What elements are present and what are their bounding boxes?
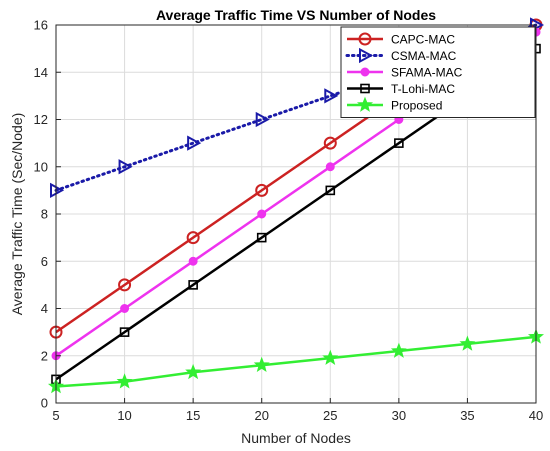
- data-point-t-lohi-mac: [188, 280, 198, 290]
- x-axis: 5 10 15 20 25 30 35 40: [52, 398, 543, 423]
- y-tick-label: 8: [41, 207, 48, 222]
- data-point-capc-mac: [118, 278, 132, 292]
- y-tick-label: 12: [34, 112, 48, 127]
- x-tick-label: 25: [323, 408, 337, 423]
- x-tick-label: 40: [529, 408, 543, 423]
- legend-marker-csma-mac: [359, 47, 374, 64]
- data-point-sfama-mac: [257, 209, 267, 219]
- legend-marker-capc-mac: [358, 32, 372, 46]
- data-point-t-lohi-mac: [256, 232, 267, 243]
- data-point-csma-mac: [118, 159, 133, 175]
- data-point-proposed: [116, 373, 133, 389]
- legend-marker-t-lohi-mac: [360, 83, 370, 94]
- y-tick-label: 14: [34, 65, 48, 80]
- data-point-proposed: [253, 356, 270, 373]
- data-point-proposed: [322, 349, 339, 365]
- legend-marker-sfama-mac: [360, 67, 370, 77]
- series-line-proposed: [55, 335, 537, 388]
- legend-item-capc-mac: CAPC-MAC: [347, 32, 455, 47]
- data-point-t-lohi-mac: [394, 138, 404, 148]
- data-point-sfama-mac: [120, 304, 130, 313]
- x-tick-label: 35: [460, 408, 474, 423]
- legend-label-t-lohi-mac: T-Lohi-MAC: [391, 82, 455, 96]
- legend-item-csma-mac: CSMA-MAC: [345, 47, 457, 64]
- legend-label-sfama-mac: SFAMA-MAC: [391, 66, 463, 80]
- y-axis-label: Average Traffic Time (Sec/Node): [9, 113, 25, 316]
- data-point-proposed: [459, 335, 476, 351]
- data-point-csma-mac: [324, 88, 339, 104]
- data-point-proposed: [390, 342, 407, 358]
- data-point-capc-mac: [255, 183, 269, 197]
- chart-title: Average Traffic Time VS Number of Nodes: [156, 7, 436, 23]
- x-tick-label: 10: [117, 408, 131, 423]
- legend-label-proposed: Proposed: [391, 99, 442, 113]
- data-point-sfama-mac: [325, 162, 335, 172]
- y-tick-label: 0: [41, 396, 48, 411]
- legend-label-csma-mac: CSMA-MAC: [391, 49, 457, 63]
- data-point-t-lohi-mac: [325, 185, 336, 196]
- y-tick-label: 16: [34, 18, 48, 33]
- x-tick-label: 15: [186, 408, 200, 423]
- data-point-csma-mac: [187, 135, 202, 151]
- legend-marker-proposed: [356, 96, 374, 112]
- x-tick-label: 30: [392, 408, 406, 423]
- y-tick-label: 2: [41, 348, 48, 363]
- data-point-capc-mac: [186, 231, 200, 245]
- x-tick-label: 20: [254, 408, 268, 423]
- y-tick-label: 6: [41, 254, 48, 269]
- legend: CAPC-MAC CSMA-MAC SFAMA-MAC T-Lohi-MAC Propo…: [340, 26, 536, 118]
- y-axis: 0 2 4 6 8 10 12 14 16: [34, 18, 61, 411]
- data-point-t-lohi-mac: [119, 327, 130, 337]
- series-proposed: [47, 328, 545, 394]
- legend-item-proposed: Proposed: [347, 96, 442, 113]
- y-tick-label: 10: [34, 159, 48, 174]
- data-point-csma-mac: [255, 111, 270, 128]
- data-point-capc-mac: [323, 136, 337, 150]
- y-tick-label: 4: [41, 301, 48, 316]
- data-point-sfama-mac: [188, 256, 198, 266]
- x-tick-label: 5: [52, 408, 59, 423]
- legend-item-sfama-mac: SFAMA-MAC: [347, 66, 463, 80]
- legend-label-capc-mac: CAPC-MAC: [391, 33, 455, 47]
- data-point-proposed: [185, 363, 202, 380]
- legend-item-t-lohi-mac: T-Lohi-MAC: [347, 82, 455, 96]
- x-axis-label: Number of Nodes: [241, 430, 351, 446]
